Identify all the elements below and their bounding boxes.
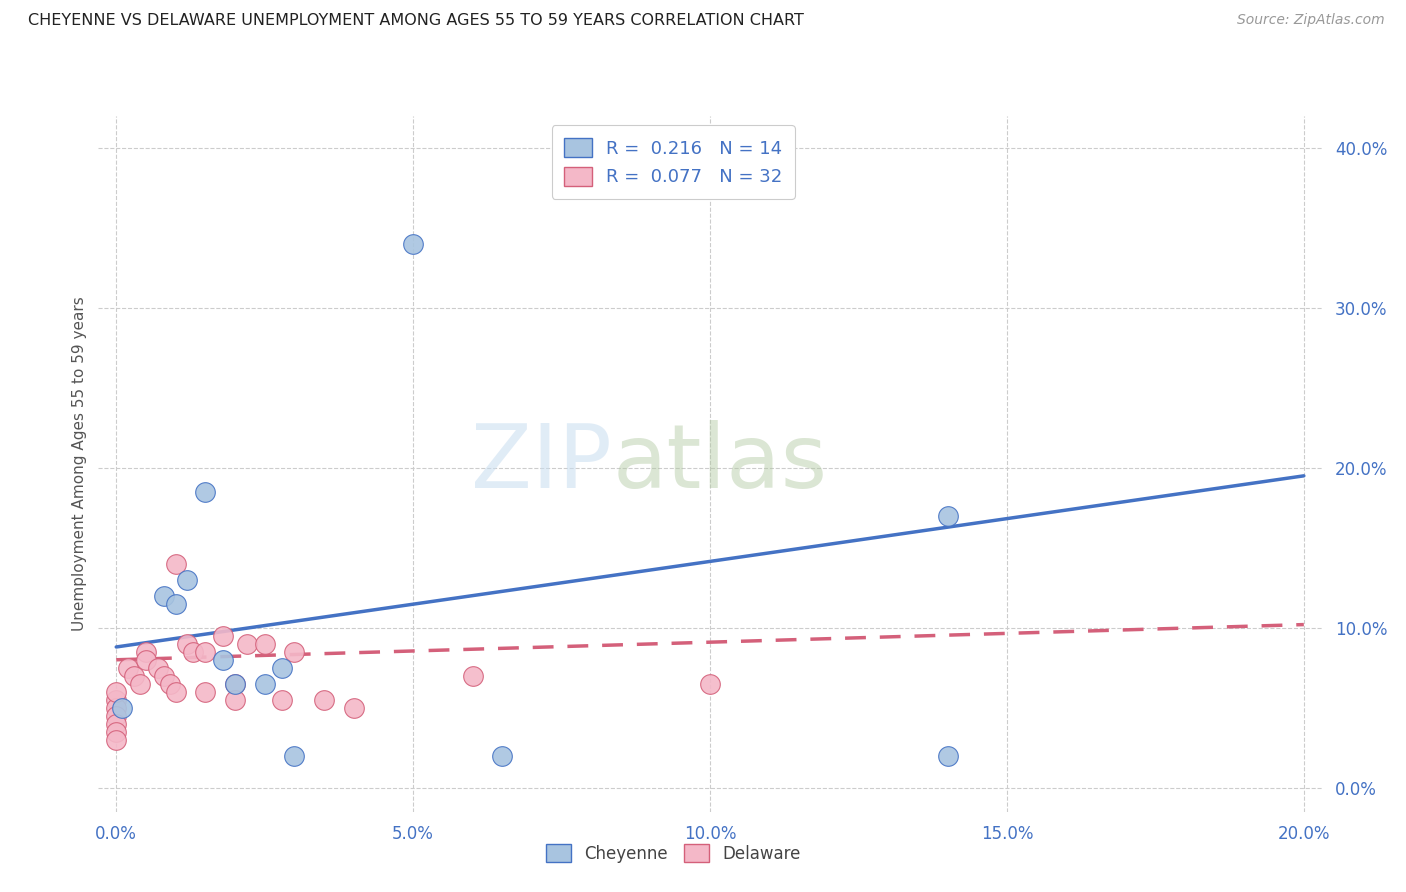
Point [105,708,128,723]
Point [159,677,181,691]
Point [312,692,335,706]
Point [105,692,128,706]
Point [236,637,259,651]
Point [194,645,217,659]
Point [194,484,217,499]
Point [135,645,157,659]
Text: CHEYENNE VS DELAWARE UNEMPLOYMENT AMONG AGES 55 TO 59 YEARS CORRELATION CHART: CHEYENNE VS DELAWARE UNEMPLOYMENT AMONG … [28,13,804,29]
Point [176,637,198,651]
Point [105,724,128,739]
Point [122,669,145,683]
Point [146,661,169,675]
Point [461,669,484,683]
Point [194,685,217,699]
Point [183,645,205,659]
Point [224,677,246,691]
Y-axis label: Unemployment Among Ages 55 to 59 years: Unemployment Among Ages 55 to 59 years [72,296,87,632]
Point [176,573,198,587]
Point [105,685,128,699]
Point [224,677,246,691]
Point [283,748,305,763]
Point [253,637,276,651]
Point [271,661,294,675]
Point [129,677,152,691]
Point [135,653,157,667]
Point [253,677,276,691]
Point [936,748,959,763]
Point [212,653,235,667]
Point [212,629,235,643]
Text: Source: ZipAtlas.com: Source: ZipAtlas.com [1237,13,1385,28]
Point [699,677,721,691]
Point [152,669,174,683]
Legend: Cheyenne, Delaware: Cheyenne, Delaware [538,838,807,870]
Point [105,700,128,714]
Point [402,236,425,251]
Point [271,692,294,706]
Point [165,685,187,699]
Point [491,748,513,763]
Point [224,692,246,706]
Point [343,700,366,714]
Point [105,732,128,747]
Point [165,597,187,611]
Point [111,700,134,714]
Point [283,645,305,659]
Text: atlas: atlas [612,420,827,508]
Point [105,716,128,731]
Point [165,557,187,571]
Point [152,589,174,603]
Point [936,508,959,523]
Text: ZIP: ZIP [471,420,612,508]
Point [117,661,139,675]
